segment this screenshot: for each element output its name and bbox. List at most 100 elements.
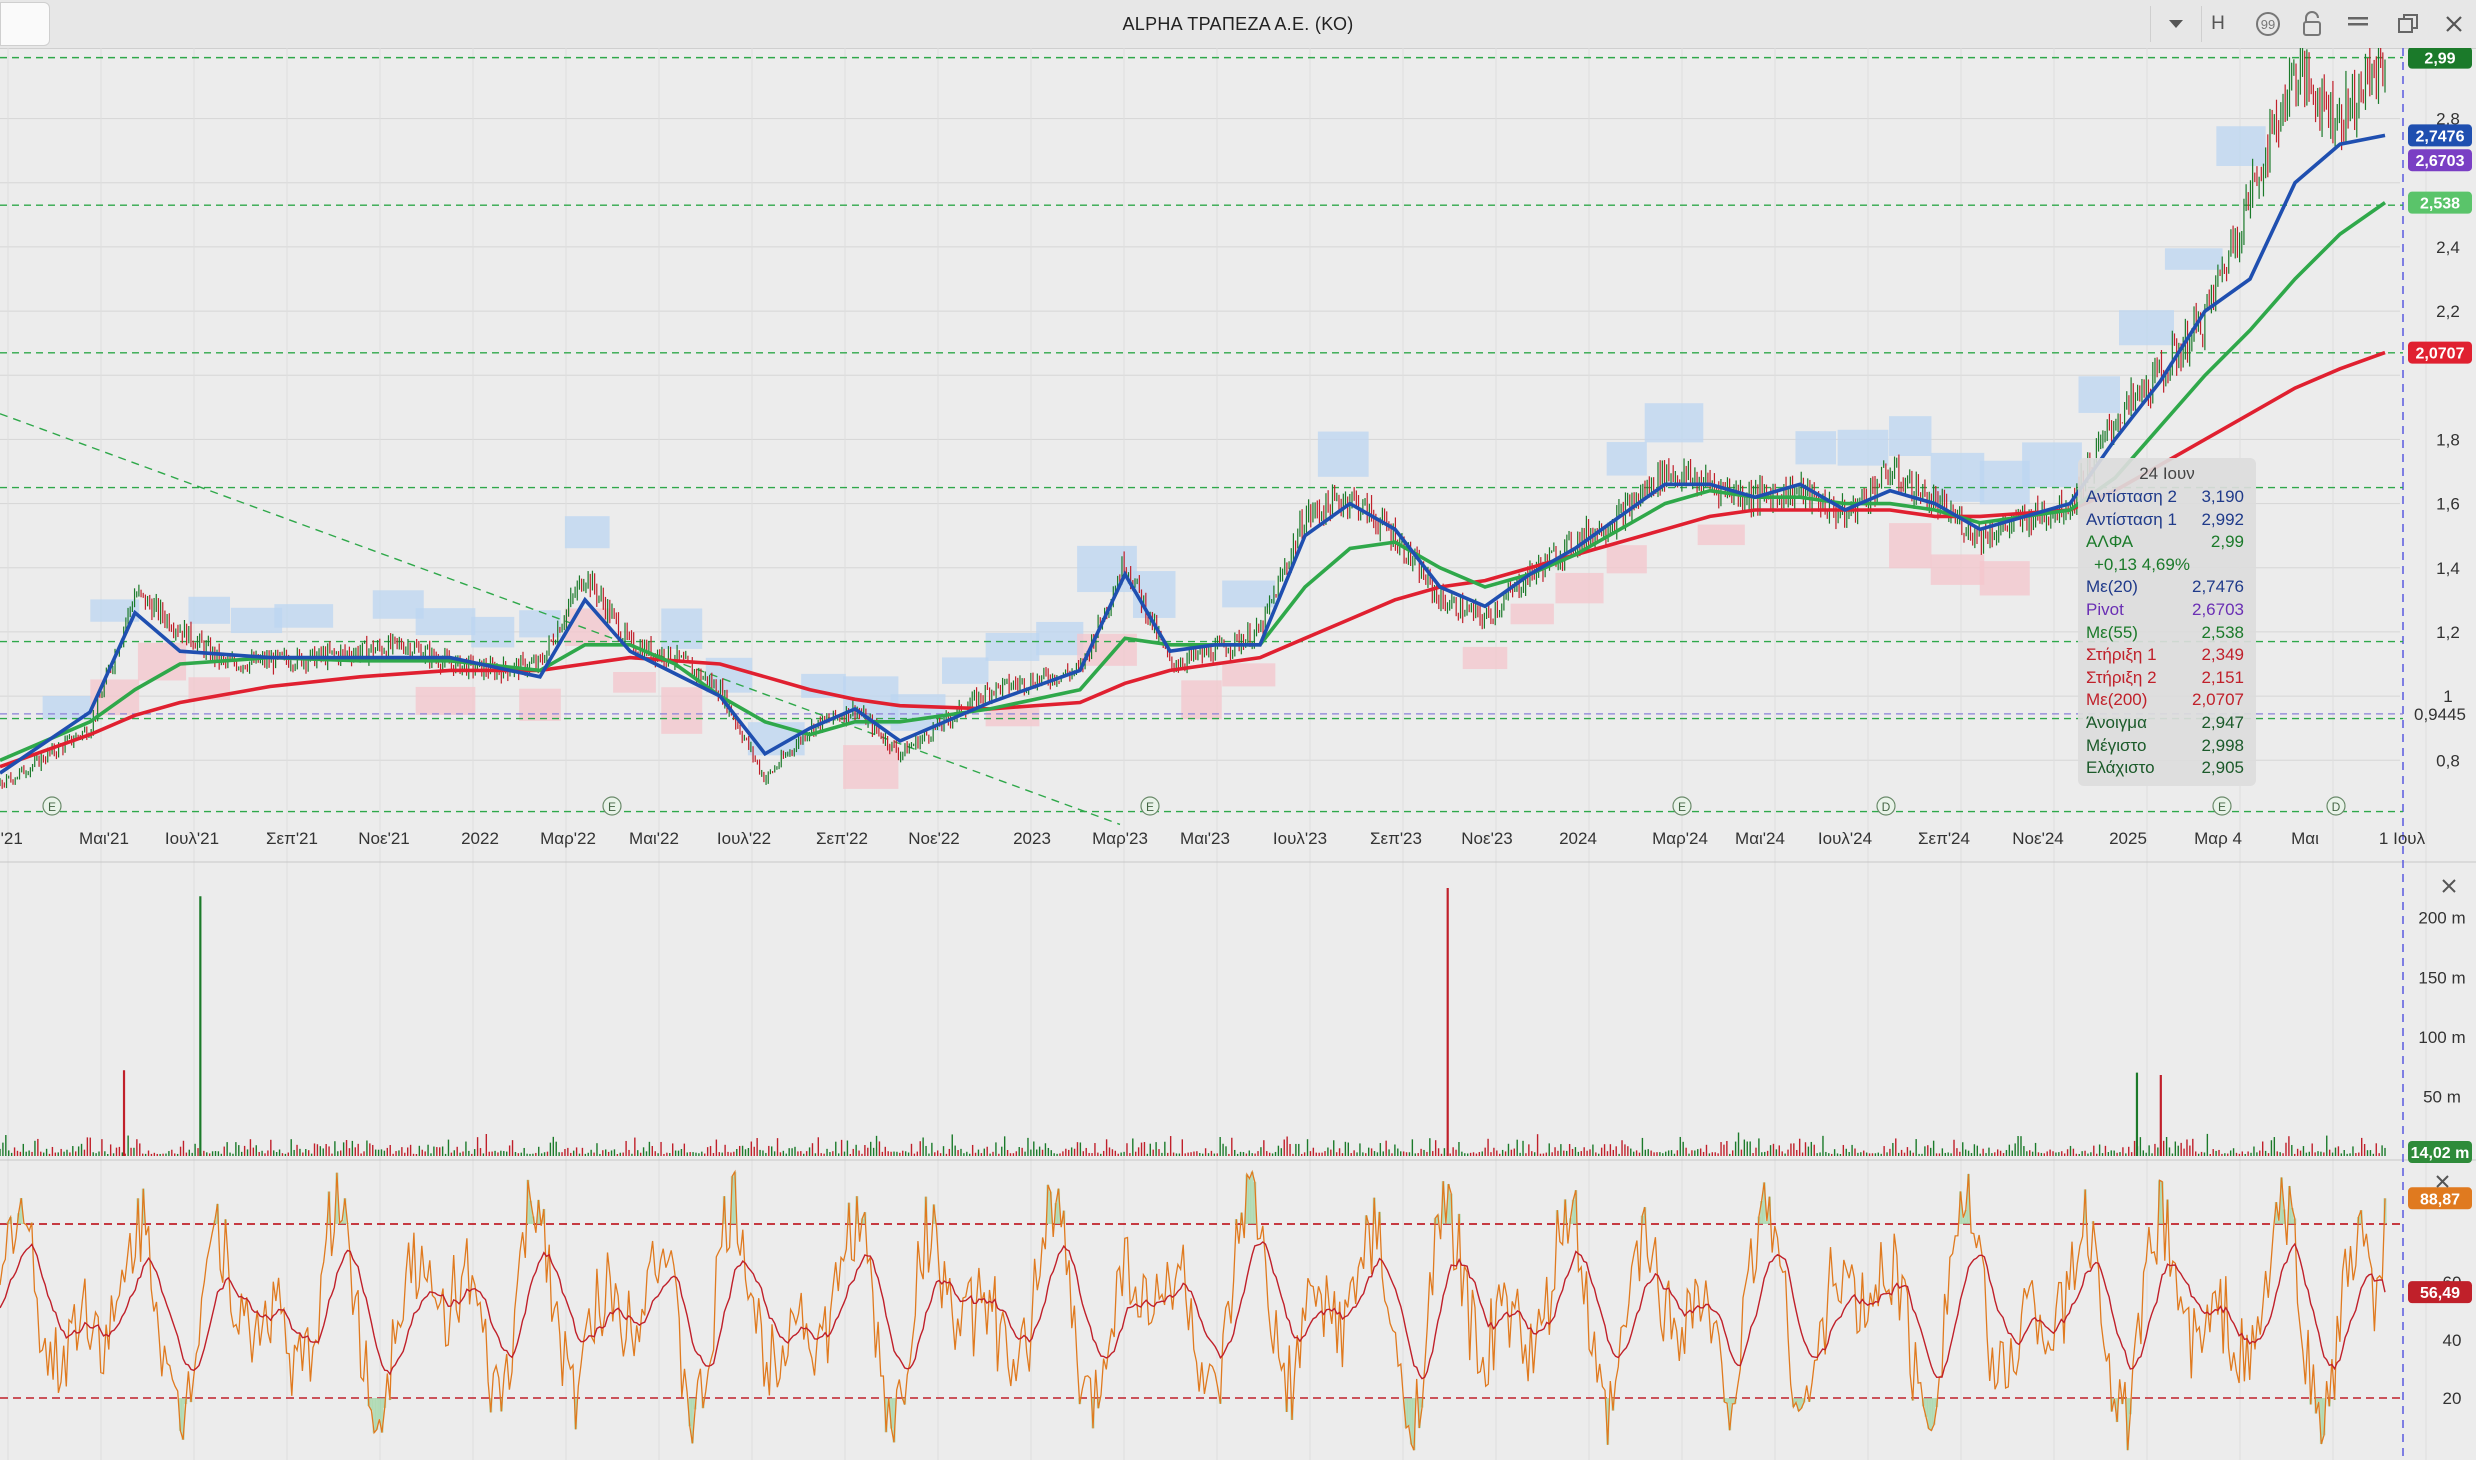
y-axis-label: 1,6 xyxy=(2436,495,2460,514)
resistance-box xyxy=(230,607,283,634)
chat-icon[interactable]: 99 xyxy=(2250,6,2286,42)
resistance-box xyxy=(564,516,610,549)
support-box xyxy=(1979,561,2030,596)
event-marker-label: E xyxy=(48,800,56,814)
tooltip-row: Με(55) 2,538 xyxy=(2078,622,2256,645)
stoch-signal-tag-bg xyxy=(2408,1281,2472,1304)
resistance-box xyxy=(42,695,93,720)
resistance-box xyxy=(1979,460,2030,505)
event-marker: D xyxy=(2326,796,2346,816)
axis-tags: 2,99 2,7476 2,6703 2,538 2,0707 0,9445 14,02 m… xyxy=(2408,48,2472,1304)
ma20-tag-bg xyxy=(2408,124,2472,147)
resistance-box xyxy=(2216,126,2266,167)
x-axis-label: Νοε'24 xyxy=(2012,829,2063,848)
volume-close-icon[interactable] xyxy=(2442,879,2456,893)
resistance-box xyxy=(415,608,476,636)
tooltip-label: Άνοιγμα xyxy=(2086,712,2147,732)
ma200-tag: 2,0707 xyxy=(2408,341,2472,364)
price-tag-text: 2,99 xyxy=(2424,51,2455,68)
support-box xyxy=(519,688,561,721)
stoch-signal-tag-text: 56,49 xyxy=(2420,1285,2460,1302)
x-axis-label: Μαι'21 xyxy=(79,829,129,848)
ma20-tag: 2,7476 xyxy=(2408,124,2472,147)
chart-area[interactable]: E E E E D E D αρ'21 Μαι'21 Ιουλ'21 Σεπ'21 Νοε'21 20… xyxy=(0,48,2476,1460)
trendline xyxy=(0,413,1121,826)
price-tag-bg xyxy=(2408,48,2472,69)
x-axis-label: Μαρ'22 xyxy=(540,829,596,848)
tooltip-label: Στήριξη 1 xyxy=(2086,645,2157,665)
menu-icon[interactable] xyxy=(2340,6,2376,42)
event-marker: E xyxy=(602,796,622,816)
resistance-box xyxy=(372,590,424,619)
x-axis-label: 2022 xyxy=(461,829,499,848)
x-axis-label: Μαι'22 xyxy=(629,829,679,848)
window-title: ALPHA ΤΡΑΠΕΖΑ Α.Ε. (ΚΟ) xyxy=(1122,14,1354,34)
tooltip-row: ΑΛΦΑ 2,99 xyxy=(2078,531,2256,554)
event-marker: E xyxy=(1672,796,1692,816)
tooltip-value: 2,99 xyxy=(2210,532,2244,552)
tooltip-row: Με(200) 2,0707 xyxy=(2078,689,2256,712)
support-box xyxy=(661,687,703,734)
tooltip-label: Μέγιστο xyxy=(2086,735,2147,755)
volume-axis-label: 150 m xyxy=(2418,968,2465,987)
tooltip-label: Με(20) xyxy=(2086,577,2138,597)
resistance-box xyxy=(1132,571,1176,618)
tooltip-row: Στήριξη 2 2,151 xyxy=(2078,667,2256,690)
support-box xyxy=(1510,603,1554,625)
tooltip-label: Αντίσταση 1 xyxy=(2086,509,2177,529)
sidebar-tab[interactable] xyxy=(0,2,50,46)
support-box xyxy=(415,686,476,715)
tooltip-label: Αντίσταση 2 xyxy=(2086,487,2177,506)
y-axis-label: 2,2 xyxy=(2436,302,2460,321)
y-axis-label: 1 xyxy=(2443,687,2452,706)
pivot-tag: 2,6703 xyxy=(2408,149,2472,172)
restore-icon[interactable] xyxy=(2390,6,2426,42)
x-axis-labels: αρ'21 Μαι'21 Ιουλ'21 Σεπ'21 Νοε'21 2022 Μαρ'22… xyxy=(0,829,2426,848)
resistance-box xyxy=(2022,442,2082,488)
event-marker-circle xyxy=(2212,796,2232,816)
resistance-box xyxy=(519,610,561,638)
tooltip-row: Αντίσταση 2 3,190 xyxy=(2078,486,2256,509)
ma55-tag-text: 2,538 xyxy=(2420,196,2460,213)
resistance-box xyxy=(1606,442,1647,476)
x-axis-label: Σεπ'23 xyxy=(1370,829,1422,848)
support-box xyxy=(1181,680,1222,720)
support-box xyxy=(985,708,1040,727)
ma20-line xyxy=(0,133,2386,775)
resistance-box xyxy=(1317,431,1369,477)
ma55-tag: 2,538 xyxy=(2408,191,2472,214)
tooltip-label: Στήριξη 2 xyxy=(2086,667,2157,687)
lock-icon[interactable] xyxy=(2294,6,2330,42)
resistance-box xyxy=(1222,580,1276,608)
x-axis-label: Μαρ'24 xyxy=(1652,829,1708,848)
tooltip-value: 2,151 xyxy=(2201,667,2244,687)
tooltip-change: +0,13 4,69% xyxy=(2094,554,2190,574)
stochastic-close-icon[interactable] xyxy=(2436,1175,2449,1188)
x-axis-label: Μαι'24 xyxy=(1735,829,1785,848)
close-icon[interactable] xyxy=(2436,6,2472,42)
tooltip-label: Ελάχιστο xyxy=(2086,758,2155,778)
y-axis: 2,8 2,4 2,2 1,8 1,6 1,4 1,2 1 0,8 xyxy=(2436,110,2460,771)
volume-panel: 200 m 150 m 100 m 50 m xyxy=(0,887,2466,1156)
resistance-box xyxy=(1930,452,1985,502)
support-box xyxy=(1555,572,1604,604)
tooltip-value: 2,538 xyxy=(2201,622,2244,642)
stoch-main-tag-bg xyxy=(2408,1187,2472,1210)
event-marker-circle xyxy=(42,796,62,816)
stoch-signal-line xyxy=(0,1241,2386,1380)
volume-tag-bg xyxy=(2408,1141,2472,1163)
mode-button[interactable]: H xyxy=(2211,13,2225,34)
event-marker-label: E xyxy=(608,800,616,814)
chevron-down-icon[interactable] xyxy=(2150,6,2202,42)
stoch-axis-label: 20 xyxy=(2443,1389,2462,1408)
support-box xyxy=(1930,554,1985,585)
y-axis-label: 1,8 xyxy=(2436,430,2460,449)
x-axis-label: Μαι'23 xyxy=(1180,829,1230,848)
resistance-box xyxy=(1795,431,1837,465)
y-axis-label: 1,2 xyxy=(2436,623,2460,642)
stochastic-panel: 604020 xyxy=(0,1169,2462,1451)
resistance-box xyxy=(747,722,805,756)
event-marker-circle xyxy=(1672,796,1692,816)
event-marker-circle xyxy=(2326,796,2346,816)
